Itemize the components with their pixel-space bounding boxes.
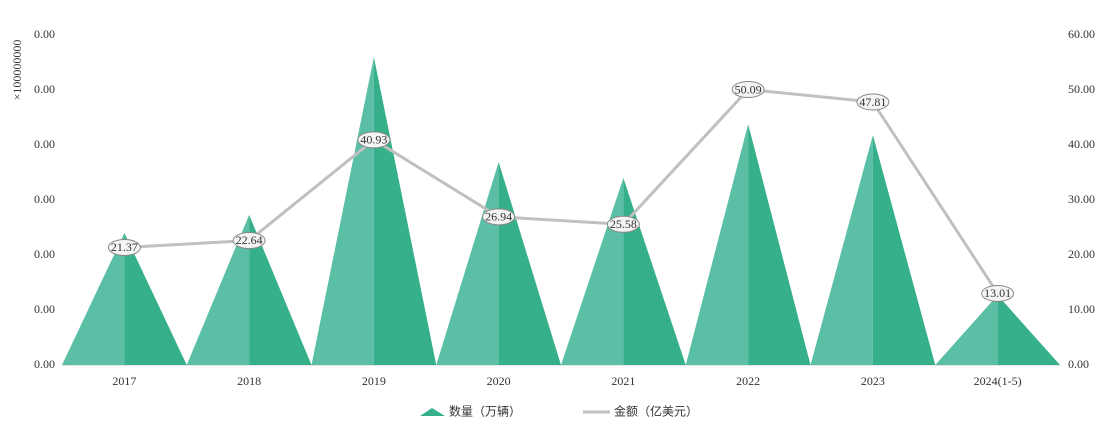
x-tick-label: 2023: [861, 374, 885, 388]
x-tick-label: 2018: [237, 374, 261, 388]
data-label: 22.64: [236, 233, 263, 247]
triangle-right: [498, 162, 561, 365]
data-label: 21.37: [111, 240, 138, 254]
triangle-left: [685, 124, 749, 365]
y2-tick-label: 40.00: [1068, 137, 1095, 151]
point-label-bg: [856, 93, 890, 111]
triangle-right: [249, 214, 312, 365]
x-tick-label: 2022: [736, 374, 760, 388]
y-tick-label: 0.00: [34, 137, 55, 151]
point-label-bg: [731, 81, 765, 99]
x-tick-label: 2017: [112, 374, 136, 388]
data-label: 13.01: [984, 286, 1011, 300]
y-tick-label: 0.00: [34, 192, 55, 206]
triangle-left: [186, 214, 250, 365]
y2-tick-label: 60.00: [1068, 27, 1095, 41]
triangle-left: [935, 295, 998, 365]
point-label-bg: [981, 284, 1015, 302]
y2-tick-label: 0.00: [1068, 357, 1089, 371]
data-label: 40.93: [360, 133, 387, 147]
triangle-left: [311, 57, 374, 365]
y-tick-label: 0.00: [34, 82, 55, 96]
y-tick-label: 0.00: [34, 357, 55, 371]
point-label-bg: [232, 231, 266, 249]
triangle-left: [62, 233, 125, 365]
triangle-right: [124, 233, 187, 365]
triangle-right: [373, 57, 437, 365]
point-label-bg: [482, 208, 516, 226]
point-label-bg: [357, 131, 391, 149]
y2-tick-label: 20.00: [1068, 247, 1095, 261]
point-label-bg: [107, 238, 141, 256]
line: [124, 87, 999, 295]
x-tick-label: 2021: [611, 374, 635, 388]
y2-tick-label: 30.00: [1068, 192, 1095, 206]
y-unit-label: ×100000000: [10, 40, 24, 101]
x-tick-label: 2020: [487, 374, 511, 388]
triangle-left: [561, 178, 624, 365]
legend-label: 数量（万辆）: [449, 404, 521, 419]
triangle-left: [436, 162, 499, 365]
y-tick-label: 0.00: [34, 27, 55, 41]
x-tick-label: 2024(1-5): [974, 374, 1022, 388]
legend-icon: [420, 408, 445, 416]
triangle-right: [748, 124, 811, 365]
triangle-right: [997, 295, 1060, 365]
y2-tick-label: 50.00: [1068, 82, 1095, 96]
triangle-left: [810, 135, 873, 365]
data-label: 50.09: [735, 82, 762, 96]
y2-tick-label: 10.00: [1068, 302, 1095, 316]
x-tick-label: 2019: [362, 374, 386, 388]
data-label: 25.58: [610, 217, 637, 231]
triangle-right: [872, 135, 936, 365]
point-label-bg: [606, 215, 640, 233]
y-tick-label: 0.00: [34, 302, 55, 316]
legend-label: 金额（亿美元）: [614, 404, 698, 419]
y-tick-label: 0.00: [34, 247, 55, 261]
data-label: 47.81: [859, 95, 886, 109]
data-label: 26.94: [485, 210, 512, 224]
triangle-right: [623, 178, 686, 365]
